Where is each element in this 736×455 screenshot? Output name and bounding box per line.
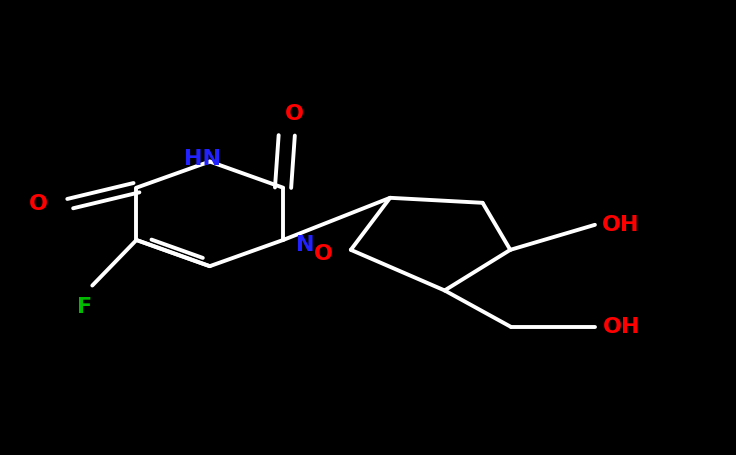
Text: F: F <box>77 297 93 317</box>
Text: O: O <box>29 194 48 213</box>
Text: N: N <box>296 235 314 254</box>
Text: HN: HN <box>184 149 221 169</box>
Text: OH: OH <box>602 215 640 235</box>
Text: OH: OH <box>603 317 640 337</box>
Text: O: O <box>314 244 333 264</box>
Text: O: O <box>285 104 304 124</box>
